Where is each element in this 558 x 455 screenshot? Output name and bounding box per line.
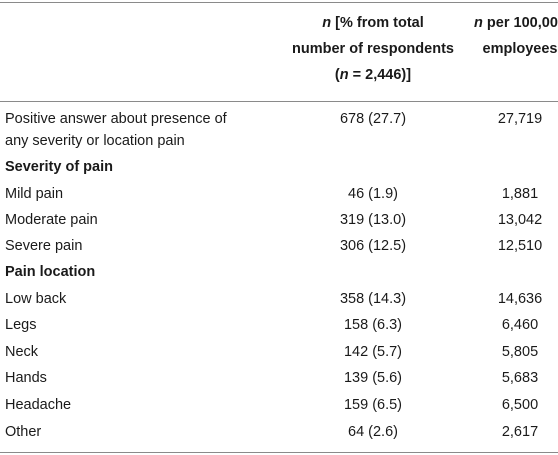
row-rate: 5,805 — [501, 344, 539, 360]
section-label: Pain location — [5, 264, 96, 280]
header-n-line3-open: ( — [334, 67, 340, 83]
row-rate: 14,636 — [497, 291, 543, 307]
header-rate: n per 100,000 employees — [468, 10, 558, 62]
row-label-line1: Positive answer about presence of — [5, 111, 227, 127]
row-rate: 1,881 — [501, 186, 539, 202]
header-n-line2: number of respondents — [292, 41, 454, 57]
bottom-rule — [0, 452, 558, 453]
section-label: Severity of pain — [5, 159, 113, 175]
row-n: 139 (5.6) — [343, 370, 403, 386]
row-label: Other — [5, 424, 42, 440]
header-rate-line1: per 100,000 — [482, 15, 558, 31]
row-label: Positive answer about presence of any se… — [5, 108, 275, 152]
row-n: 64 (2.6) — [348, 424, 398, 440]
row-rate: 13,042 — [497, 212, 543, 228]
row-rate: 6,500 — [501, 397, 539, 413]
row-rate: 6,460 — [501, 317, 539, 333]
header-n-percent: n [% from total number of respondents (n… — [268, 10, 478, 88]
row-label: Neck — [5, 344, 39, 360]
row-n: 46 (1.9) — [348, 186, 398, 202]
row-rate: 27,719 — [497, 111, 543, 127]
header-n-line1: [% from total — [331, 15, 424, 31]
header-n-line3-rest: = 2,446)] — [348, 67, 412, 83]
row-label: Severe pain — [5, 238, 83, 254]
header-rule — [0, 101, 558, 102]
row-label: Low back — [5, 291, 67, 307]
row-label: Hands — [5, 370, 47, 386]
row-n: 306 (12.5) — [339, 238, 407, 254]
header-row: n [% from total number of respondents (n… — [0, 8, 558, 96]
row-n: 319 (13.0) — [339, 212, 407, 228]
row-rate: 12,510 — [497, 238, 543, 254]
top-rule — [0, 2, 558, 3]
row-label-line2: any severity or location pain — [5, 133, 185, 149]
row-label: Moderate pain — [5, 212, 98, 228]
row-label: Headache — [5, 397, 72, 413]
row-rate: 2,617 — [501, 424, 539, 440]
row-n: 159 (6.5) — [343, 397, 403, 413]
row-n: 142 (5.7) — [343, 344, 403, 360]
header-n-italic: n — [322, 15, 332, 31]
row-n: 678 (27.7) — [339, 111, 407, 127]
row-rate: 5,683 — [501, 370, 539, 386]
row-n: 158 (6.3) — [343, 317, 403, 333]
header-rate-italic: n — [474, 15, 483, 31]
row-label: Legs — [5, 317, 37, 333]
header-n-line3-italic: n — [339, 67, 349, 83]
header-rate-line2: employees — [482, 41, 558, 57]
row-label: Mild pain — [5, 186, 64, 202]
row-n: 358 (14.3) — [339, 291, 407, 307]
